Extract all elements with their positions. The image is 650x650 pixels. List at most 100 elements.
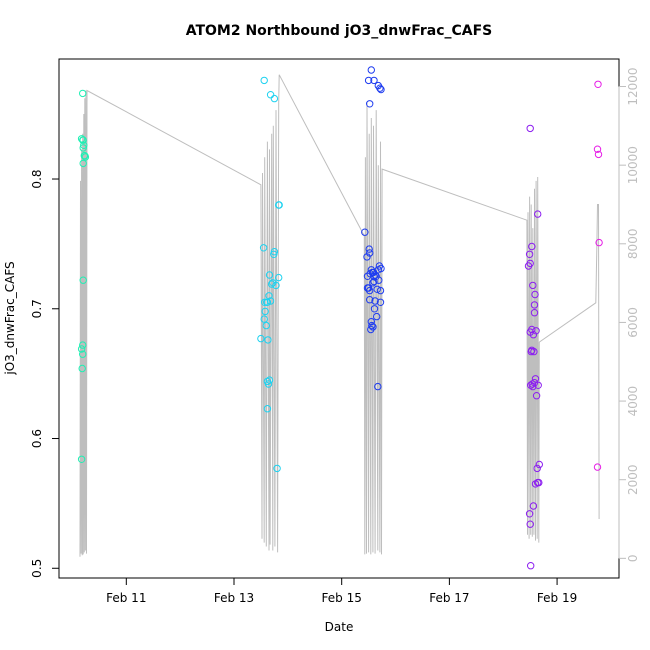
data-point-flight-4 bbox=[529, 331, 538, 339]
data-point-flight-1 bbox=[79, 144, 87, 152]
data-point-flight-4 bbox=[526, 124, 534, 133]
data-point-flight-3 bbox=[376, 286, 385, 295]
y2-tick-label: 10000 bbox=[626, 146, 640, 184]
data-point-flight-3 bbox=[365, 245, 373, 253]
data-point-flight-2 bbox=[266, 297, 275, 305]
y2-tick-label: 0 bbox=[626, 555, 640, 563]
data-point-flight-4 bbox=[531, 290, 539, 299]
data-point-flight-3 bbox=[367, 325, 375, 334]
data-point-flight-3 bbox=[367, 318, 375, 326]
data-point-flight-5 bbox=[594, 150, 603, 159]
data-point-flight-3 bbox=[375, 276, 383, 284]
x-tick-label: Feb 15 bbox=[322, 591, 362, 605]
y-tick-label: 0.8 bbox=[30, 169, 44, 188]
y-axis-left: 0.5 0.6 0.7 0.8 bbox=[30, 169, 60, 578]
data-point-flight-4 bbox=[529, 382, 537, 391]
data-point-flight-4 bbox=[535, 460, 543, 469]
x-tick-label: Feb 19 bbox=[537, 591, 577, 605]
data-point-flight-3 bbox=[363, 253, 371, 261]
data-point-flight-2 bbox=[270, 94, 279, 103]
data-point-flight-2 bbox=[260, 76, 268, 85]
data-point-flight-2 bbox=[264, 336, 272, 344]
data-point-flight-1 bbox=[79, 89, 87, 98]
data-point-flight-5 bbox=[593, 463, 602, 471]
data-point-flight-3 bbox=[376, 298, 385, 306]
x-tick-label: Feb 11 bbox=[106, 591, 146, 605]
data-point-flight-4 bbox=[532, 392, 541, 400]
altitude-line-layer bbox=[79, 74, 600, 557]
data-point-flight-4 bbox=[529, 502, 538, 510]
data-point-flight-1 bbox=[77, 135, 86, 143]
y-tick-label: 0.6 bbox=[30, 429, 44, 448]
y2-tick-label: 12000 bbox=[626, 67, 640, 105]
data-point-flight-2 bbox=[265, 271, 274, 279]
data-point-flight-3 bbox=[364, 76, 373, 85]
data-point-flight-3 bbox=[370, 76, 378, 85]
altitude-line bbox=[79, 74, 600, 557]
data-point-flight-4 bbox=[531, 375, 540, 383]
y2-tick-label: 8000 bbox=[626, 229, 640, 260]
data-point-flight-4 bbox=[525, 510, 534, 518]
data-point-flight-4 bbox=[527, 381, 535, 389]
data-point-flight-5 bbox=[595, 238, 603, 247]
x-axis-label: Date bbox=[325, 620, 354, 634]
data-point-flight-4 bbox=[531, 480, 540, 488]
data-point-flight-4 bbox=[528, 325, 536, 334]
data-point-flight-4 bbox=[530, 347, 538, 356]
data-point-flight-2 bbox=[270, 250, 278, 259]
data-point-flight-3 bbox=[371, 297, 379, 305]
data-point-flight-3 bbox=[370, 305, 379, 313]
x-tick-label: Feb 17 bbox=[429, 591, 469, 605]
data-point-flight-2 bbox=[275, 201, 283, 209]
data-point-flight-2 bbox=[259, 244, 268, 252]
data-point-flight-2 bbox=[275, 273, 283, 282]
data-point-flight-3 bbox=[361, 228, 369, 236]
x-tick-label: Feb 13 bbox=[214, 591, 254, 605]
data-point-flight-2 bbox=[263, 405, 272, 413]
data-point-flight-2 bbox=[260, 315, 268, 323]
data-point-flight-5 bbox=[593, 145, 602, 153]
data-point-flight-4 bbox=[525, 250, 534, 259]
data-point-flight-1 bbox=[79, 159, 87, 168]
y-axis-right: 0 2000 4000 6000 8000 10000 12000 bbox=[618, 67, 640, 563]
data-point-flight-3 bbox=[368, 321, 376, 330]
data-point-flight-2 bbox=[266, 91, 275, 99]
data-point-flight-4 bbox=[524, 262, 533, 270]
data-point-flight-1 bbox=[79, 341, 87, 349]
data-point-flight-2 bbox=[268, 280, 276, 288]
data-point-flight-1 bbox=[79, 276, 87, 284]
data-point-flight-2 bbox=[269, 279, 277, 287]
data-point-flight-3 bbox=[373, 285, 381, 293]
data-point-flight-4 bbox=[530, 309, 539, 317]
data-point-flight-2 bbox=[257, 334, 265, 343]
data-point-flight-3 bbox=[370, 277, 378, 286]
data-point-flight-4 bbox=[529, 281, 537, 290]
data-point-flight-4 bbox=[535, 478, 543, 487]
data-point-flight-4 bbox=[530, 301, 539, 309]
data-point-flight-2 bbox=[262, 321, 270, 330]
data-point-flight-4 bbox=[527, 562, 535, 570]
y2-tick-label: 4000 bbox=[626, 386, 640, 417]
data-point-flight-4 bbox=[527, 347, 535, 356]
data-point-flight-1 bbox=[77, 455, 86, 463]
data-point-flight-2 bbox=[265, 292, 273, 300]
data-point-flight-2 bbox=[264, 380, 273, 388]
data-point-flight-1 bbox=[78, 364, 86, 373]
data-point-flight-1 bbox=[81, 153, 90, 161]
data-points-layer bbox=[77, 66, 603, 570]
x-axis: Feb 11 Feb 13 Feb 15 Feb 17 Feb 19 bbox=[106, 577, 577, 605]
y-axis-label: jO3_dnwFrac_CAFS bbox=[3, 261, 17, 375]
data-point-flight-3 bbox=[366, 296, 374, 304]
data-point-flight-3 bbox=[366, 100, 374, 108]
data-point-flight-2 bbox=[261, 307, 269, 316]
data-point-flight-3 bbox=[369, 279, 377, 287]
data-point-flight-3 bbox=[367, 66, 375, 74]
y2-tick-label: 6000 bbox=[626, 307, 640, 338]
data-point-flight-1 bbox=[77, 345, 86, 353]
data-point-flight-3 bbox=[374, 382, 382, 391]
chart-title: ATOM2 Northbound jO3_dnwFrac_CAFS bbox=[186, 23, 493, 39]
data-point-flight-2 bbox=[265, 376, 274, 384]
data-point-flight-3 bbox=[377, 85, 385, 94]
data-point-flight-3 bbox=[373, 312, 381, 321]
